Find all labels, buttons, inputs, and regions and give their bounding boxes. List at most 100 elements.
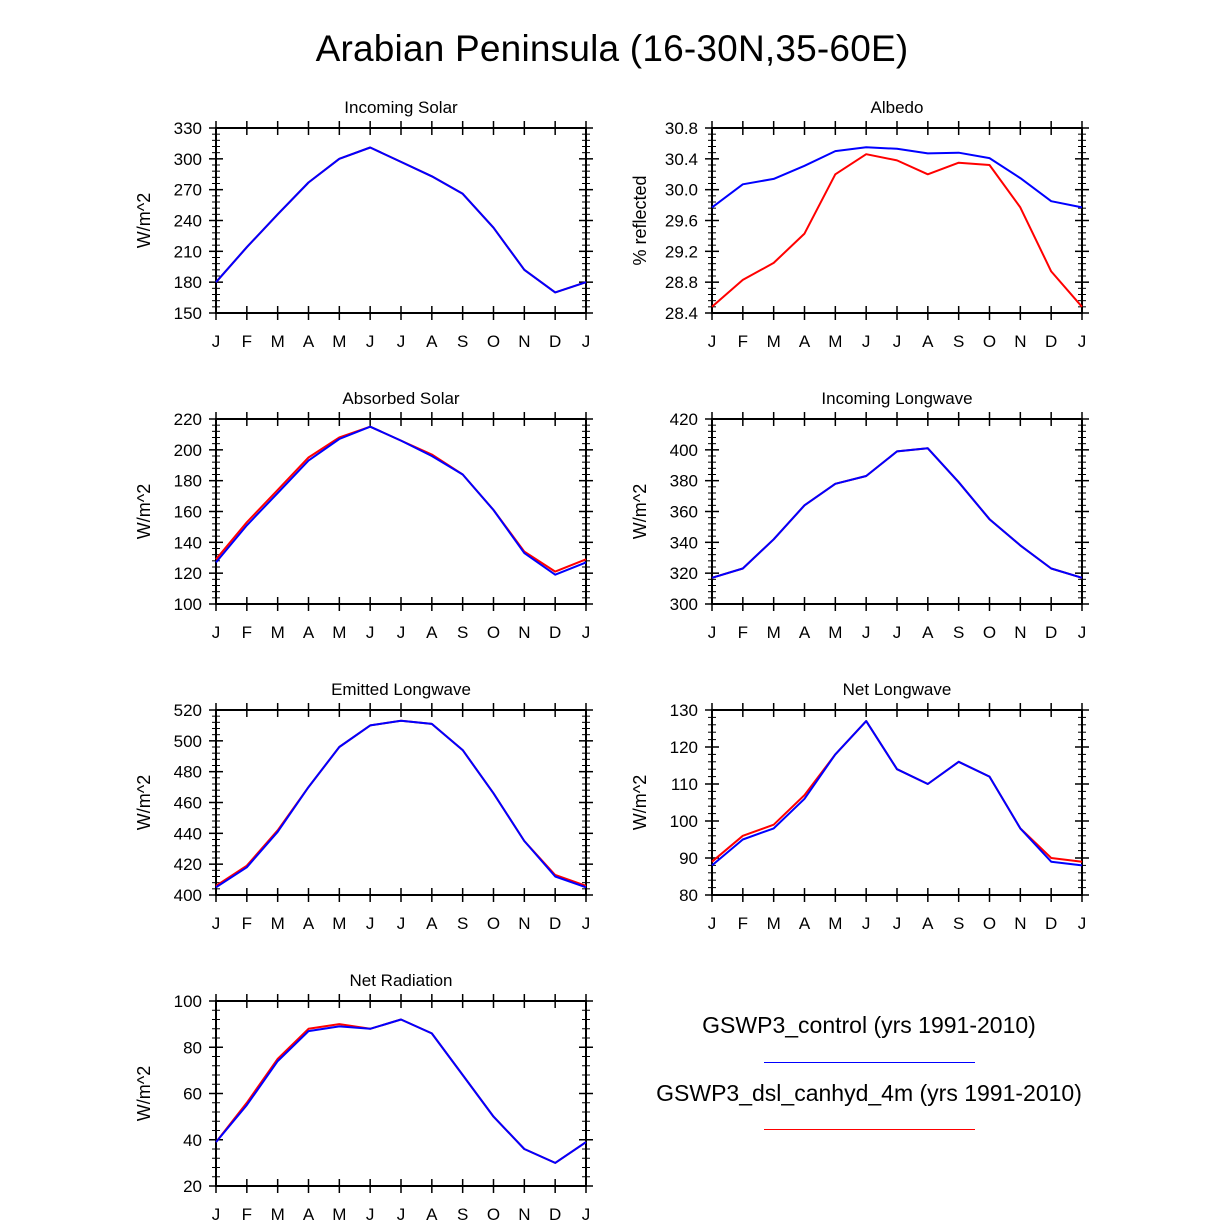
panel-4-series-control-line	[711, 447, 1083, 579]
panel-1-series-control-line	[215, 146, 587, 294]
panel-2-series-control-line	[711, 146, 1083, 209]
panel-4-xtick-label: J	[1078, 623, 1087, 642]
panel-7-xtick-label: D	[549, 1205, 561, 1222]
figure-title: Arabian Peninsula (16-30N,35-60E)	[315, 28, 909, 69]
panel-6-xtick-label: F	[738, 914, 748, 933]
panel-7-xtick-label: F	[242, 1205, 252, 1222]
panel-1-ytick-label: 300	[174, 150, 202, 169]
panel-3-ytick-label: 140	[174, 533, 202, 552]
panel-4-frame	[711, 418, 1083, 605]
panel-5-ylabel: W/m^2	[134, 775, 154, 830]
panel-1-ytick-label: 330	[174, 119, 202, 138]
panel-6-xtick-label: J	[708, 914, 717, 933]
panel-7-xtick-label: M	[271, 1205, 285, 1222]
panel-5-xtick-label: A	[303, 914, 315, 933]
panel-3-series-control-line	[215, 425, 587, 576]
panel-3-ytick-label: 100	[174, 595, 202, 614]
panel-6-ytick-label: 80	[679, 886, 698, 905]
panel-5-xtick-label: M	[332, 914, 346, 933]
panel-6-xtick-label: A	[799, 914, 811, 933]
panel-7-frame	[215, 1000, 587, 1187]
panel-5-xtick-label: N	[518, 914, 530, 933]
panel-5-xtick-label: O	[487, 914, 500, 933]
panel-2-title: Albedo	[871, 98, 924, 117]
panel-2-ytick-label: 30.0	[665, 181, 698, 200]
legend-label-experiment: GSWP3_dsl_canhyd_4m (yrs 1991-2010)	[656, 1080, 1082, 1106]
panel-4-xtick-label: D	[1045, 623, 1057, 642]
panel-3-title: Absorbed Solar	[342, 389, 460, 408]
panel-7-xtick-label: A	[303, 1205, 315, 1222]
panel-4-xtick-label: F	[738, 623, 748, 642]
panel-6-xtick-label: M	[767, 914, 781, 933]
panel-7-xtick-label: J	[582, 1205, 591, 1222]
panel-2-xtick-label: D	[1045, 332, 1057, 351]
panel-3-xtick-label: M	[271, 623, 285, 642]
panel-3-ylabel: W/m^2	[134, 484, 154, 539]
panel-1-xtick-label: J	[397, 332, 406, 351]
panel-2-xtick-label: J	[1078, 332, 1087, 351]
panel-3-xtick-label: F	[242, 623, 252, 642]
panel-7-xtick-label: M	[332, 1205, 346, 1222]
panel-6-ytick-label: 110	[671, 775, 698, 794]
panel-5-ytick-label: 440	[174, 824, 202, 843]
panel-3-ytick-label: 180	[174, 472, 202, 491]
panel-6-xtick-label: A	[922, 914, 934, 933]
panel-7-xtick-label: O	[487, 1205, 500, 1222]
panel-7-series-experiment-line	[215, 1018, 587, 1164]
panel-5-xtick-label: A	[426, 914, 438, 933]
panel-2-xtick-label: A	[922, 332, 934, 351]
panel-5-xtick-label: J	[582, 914, 591, 933]
panel-2-xtick-label: M	[828, 332, 842, 351]
panel-3-xtick-label: J	[212, 623, 221, 642]
panel-7-series-control-line	[215, 1018, 587, 1164]
panel-5-series-control-line	[215, 719, 587, 889]
panel-4-xtick-label: O	[983, 623, 996, 642]
panel-1-ytick-label: 240	[174, 212, 202, 231]
panel-3-xtick-label: J	[366, 623, 375, 642]
panel-5-xtick-label: D	[549, 914, 561, 933]
panel-4-xtick-label: J	[862, 623, 871, 642]
panel-4-xtick-label: S	[953, 623, 964, 642]
panel-3-ytick-label: 160	[174, 503, 202, 522]
panel-5-xtick-label: J	[366, 914, 375, 933]
panel-2-xtick-label: J	[708, 332, 717, 351]
panel-3-xtick-label: D	[549, 623, 561, 642]
panel-2-xtick-label: O	[983, 332, 996, 351]
panel-7-xtick-label: N	[518, 1205, 530, 1222]
panel-6-xtick-label: M	[828, 914, 842, 933]
panel-6-frame	[711, 709, 1083, 896]
panel-1-xtick-label: A	[303, 332, 315, 351]
panel-6-ytick-label: 90	[679, 849, 698, 868]
panel-4-xtick-label: A	[922, 623, 934, 642]
panel-1-xtick-label: J	[582, 332, 591, 351]
panel-7-xtick-label: A	[426, 1205, 438, 1222]
panel-2-xtick-label: F	[738, 332, 748, 351]
panel-5-xtick-label: F	[242, 914, 252, 933]
panel-1-xtick-label: N	[518, 332, 530, 351]
panel-7-xtick-label: J	[212, 1205, 221, 1222]
panel-7-ytick-label: 40	[183, 1131, 202, 1150]
panel-4-xtick-label: N	[1014, 623, 1026, 642]
panel-5-ytick-label: 500	[174, 732, 202, 751]
panel-7-ytick-label: 80	[183, 1038, 202, 1057]
panel-5-frame	[215, 709, 587, 896]
panel-1-ylabel: W/m^2	[134, 193, 154, 248]
panel-1-xtick-label: F	[242, 332, 252, 351]
panel-3-ytick-label: 200	[174, 441, 202, 460]
legend-line-control	[764, 1062, 975, 1063]
panel-5-ytick-label: 460	[174, 794, 202, 813]
panel-2-series-experiment-line	[711, 153, 1083, 308]
panel-7-ytick-label: 100	[174, 992, 202, 1011]
panel-5-xtick-label: J	[212, 914, 221, 933]
panel-6-xtick-label: J	[1078, 914, 1087, 933]
panel-3-frame	[215, 418, 587, 605]
panel-7-xtick-label: S	[457, 1205, 468, 1222]
panel-6-series-control-line	[711, 720, 1083, 867]
panel-2-xtick-label: J	[893, 332, 902, 351]
legend-label-control: GSWP3_control (yrs 1991-2010)	[702, 1012, 1036, 1038]
panel-6-xtick-label: J	[862, 914, 871, 933]
panel-2-ylabel: % reflected	[630, 175, 650, 265]
panel-4-xtick-label: J	[893, 623, 902, 642]
panel-3-xtick-label: S	[457, 623, 468, 642]
